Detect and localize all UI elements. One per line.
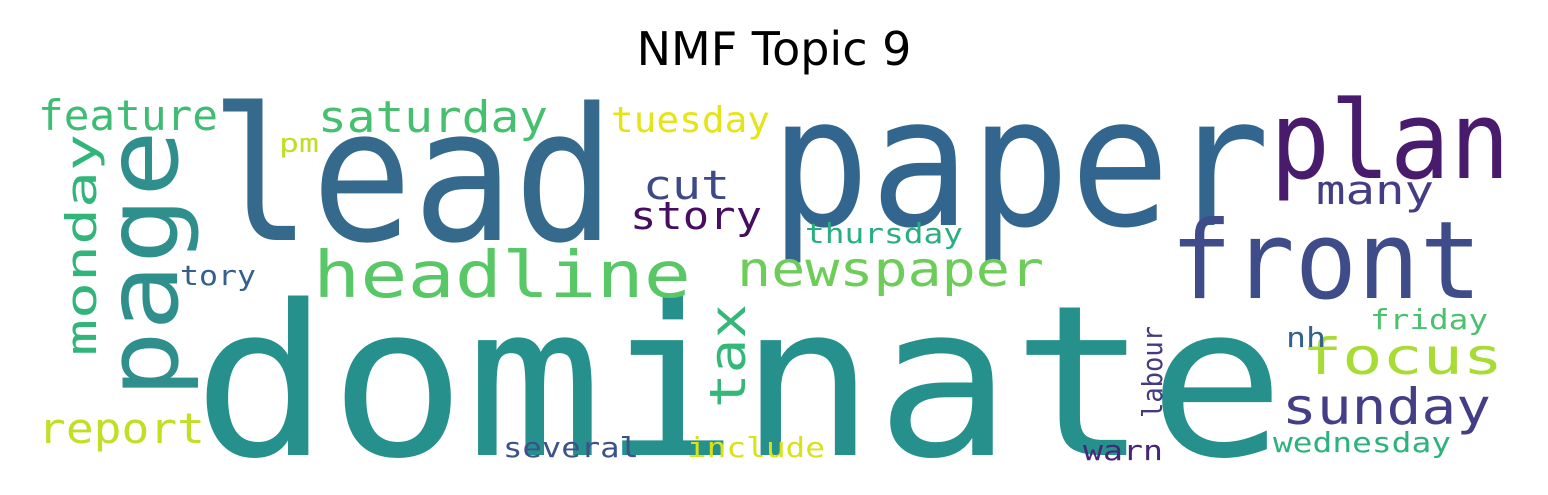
word-paper: paper [770,59,1270,268]
word-story: story [630,194,762,238]
word-many: many [1316,168,1434,214]
word-headline: headline [313,239,691,313]
word-tuesday: tuesday [611,100,770,141]
word-friday: friday [1370,303,1488,336]
word-focus: focus [1302,328,1503,386]
word-sunday: sunday [1282,378,1491,436]
word-report: report [38,404,205,453]
word-cut: cut [643,163,730,209]
word-wednesday: wednesday [1273,426,1451,459]
word-feature: feature [38,91,218,140]
word-nh: nh [1286,321,1326,354]
word-saturday: saturday [318,92,548,143]
word-thursday: thursday [805,217,963,250]
word-include: include [687,431,825,464]
word-warn: warn [1083,434,1163,467]
cloud-title: NMF Topic 9 [636,22,912,76]
word-tax: tax [699,304,757,408]
word-lead: lead [210,68,615,284]
word-front: front [1170,199,1482,324]
word-labour: labour [1136,326,1169,418]
word-several: several [503,431,639,464]
word-monday: monday [57,134,106,356]
word-plan: plan [1270,79,1510,204]
word-page: page [84,130,201,398]
word-newspaper: newspaper [737,242,1044,298]
word-dominate: dominate [193,260,1285,495]
word-pm: pm [279,129,319,159]
word-tory: tory [180,259,256,292]
